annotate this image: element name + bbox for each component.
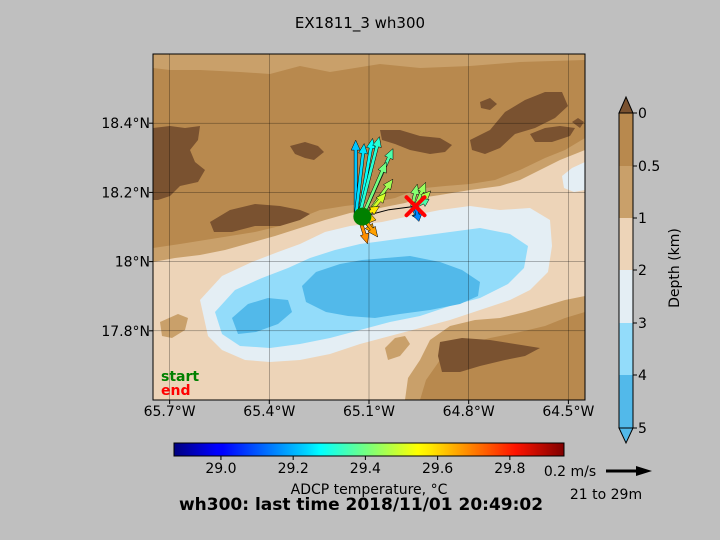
current-vector-arrow [357,136,382,218]
depth-tick-label: 4 [638,368,647,384]
island-small-b [480,98,497,110]
y-tick-label: 18.2°N [101,185,150,201]
island-small-c [530,126,575,142]
depth-colorbar-bottom-extend [618,427,634,445]
axis-ticks: 65.7°W 65.4°W 65.1°W 64.8°W 64.5°W 17.8°N 18°N… [101,116,594,420]
temperature-gradient [173,442,565,457]
island-west [210,204,310,232]
y-tick-label: 17.8°N [101,324,150,340]
island-south [438,338,540,372]
temperature-colorbar-label: ADCP temperature, °C [291,482,448,498]
temperature-colorbar: 29.0 29.2 29.4 29.6 29.8 ADCP temperature, °… [173,442,565,498]
shelf-patch [385,336,410,360]
depth-colorbar: 0 0.5 1 2 3 4 5 Depth (km) [618,95,683,445]
chart-title: EX1811_3 wh300 [295,14,425,33]
deep-dark [302,256,480,318]
x-tick-label: 65.4°W [243,404,295,420]
deep-dark-west [232,298,292,334]
depth-band-5 [619,323,633,375]
x-tick-label: 64.5°W [542,404,594,420]
scale-arrow-key: 0.2 m/s 21 to 29m [544,464,652,503]
end-label: end [161,383,190,399]
footer-time: wh300: last time 2018/11/01 20:49:02 [179,495,543,515]
depth-tick-label: 0.5 [638,159,660,175]
temperature-tick-label: 29.0 [205,461,236,477]
scale-depth-label: 21 to 29m [570,487,642,503]
depth-tick-label: 0 [638,106,647,122]
temperature-tick-label: 29.8 [494,461,525,477]
depth-tick-label: 2 [638,263,647,279]
depth-band-3 [619,218,633,270]
depth-band-2 [619,166,633,218]
scale-speed-label: 0.2 m/s [544,464,596,480]
end-marker [404,195,427,218]
x-tick-label: 65.7°W [144,404,196,420]
depth-tick-label: 3 [638,316,647,332]
depth-colorbar-ticks: 0 0.5 1 2 3 4 5 [633,106,660,437]
shelf-southwest [160,314,188,338]
island-main [153,126,205,200]
temperature-tick-label: 29.2 [278,461,309,477]
current-vector-arrow [350,139,361,217]
deep-light-east [562,162,585,192]
island-small-a [290,142,324,160]
x-tick-label: 65.1°W [343,404,395,420]
depth-tick-label: 1 [638,211,647,227]
x-tick-label: 64.8°W [443,404,495,420]
current-vector-arrow [357,137,376,218]
scale-arrow-head [636,466,652,476]
depth-band-6 [619,375,633,428]
start-label: start [161,369,199,385]
temperature-tick-label: 29.6 [422,461,453,477]
y-tick-label: 18°N [115,255,150,271]
gridlines [153,54,585,400]
y-tick-label: 18.4°N [101,116,150,132]
depth-tick-label: 5 [638,421,647,437]
start-marker [353,207,372,226]
current-vector-arrow [353,142,368,218]
depth-band-4 [619,270,633,323]
temperature-tick-label: 29.4 [350,461,381,477]
depth-colorbar-label: Depth (km) [667,228,683,308]
depth-colorbar-top-extend [618,95,634,114]
depth-band-1 [619,113,633,166]
temperature-colorbar-ticks: 29.0 29.2 29.4 29.6 29.8 [205,456,525,477]
map-area [153,54,585,400]
island-central [380,130,452,154]
